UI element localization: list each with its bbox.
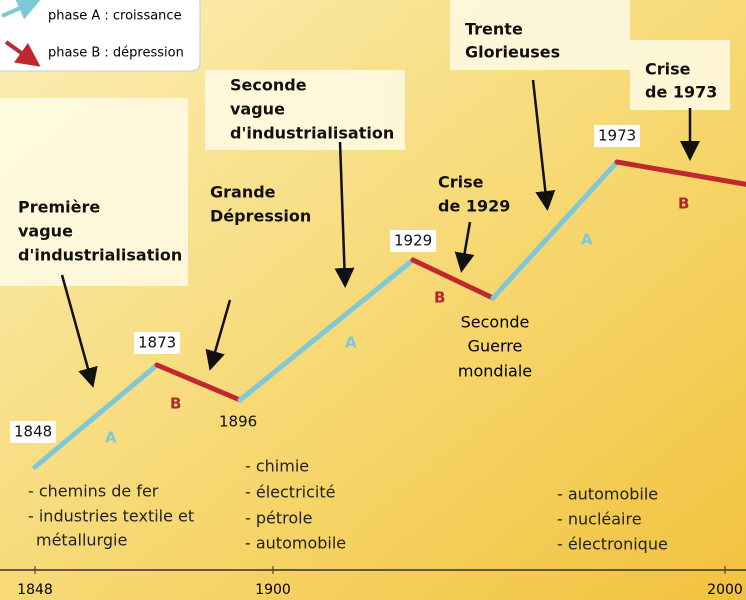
annotation: mondiale	[458, 362, 532, 381]
list-item: - électricité	[245, 483, 335, 502]
list-item: - automobile	[557, 485, 658, 504]
annotation: Seconde	[230, 76, 307, 95]
annotation: de 1929	[438, 197, 510, 216]
annotation: Dépression	[210, 207, 311, 226]
annotation: Grande	[210, 183, 276, 202]
year-label: 1896	[219, 413, 257, 431]
legend-label: phase B : dépression	[48, 46, 184, 61]
annotation: Glorieuses	[465, 43, 560, 62]
year-label: 1929	[394, 232, 432, 250]
list-item: - automobile	[245, 534, 346, 553]
axis-label: 1900	[255, 582, 291, 598]
annotation: d'industrialisation	[230, 124, 394, 143]
annotation: vague	[18, 222, 73, 241]
legend-arrow-b	[4, 40, 41, 67]
axis-label: 2000	[707, 582, 743, 598]
list-item: métallurgie	[36, 531, 127, 550]
annotation: Première	[18, 198, 100, 217]
phase-label: B	[434, 289, 445, 307]
phase-label: B	[170, 395, 181, 413]
phase-label: B	[678, 195, 689, 213]
list-item: - électronique	[557, 535, 668, 554]
year-label: 1973	[598, 127, 636, 145]
arrow	[454, 221, 475, 273]
annotation: vague	[230, 100, 285, 119]
phase-label: A	[105, 429, 117, 447]
annotation: Guerre	[468, 337, 523, 356]
axis-label: 1848	[17, 582, 53, 598]
list-item: - chemins de fer	[28, 482, 159, 501]
annotation: Crise	[438, 173, 484, 192]
phase-label: A	[345, 334, 357, 352]
list-item: - chimie	[245, 457, 309, 476]
list-item: - pétrole	[245, 509, 312, 528]
year-boxes	[10, 125, 640, 443]
list-item: - industries textile et	[28, 507, 194, 526]
curve	[32, 159, 746, 470]
legend-box	[0, 0, 201, 72]
phase-label: A	[581, 231, 593, 249]
year-label: 1873	[138, 334, 176, 352]
annotation: Seconde	[461, 313, 530, 332]
arrow	[531, 79, 556, 211]
year-label: 1848	[14, 423, 52, 441]
annotation: d'industrialisation	[18, 246, 182, 265]
legend-label: phase A : croissance	[48, 9, 182, 24]
annotation: de 1973	[645, 83, 717, 102]
arrow	[334, 141, 355, 288]
legend-arrow-a	[1, 0, 42, 20]
arrow	[205, 299, 232, 371]
list-item: - nucléaire	[557, 510, 642, 529]
arrow	[60, 274, 98, 388]
annotation: Crise	[645, 60, 691, 79]
annotation-boxes	[0, 0, 730, 286]
annotation: Trente	[465, 20, 523, 39]
